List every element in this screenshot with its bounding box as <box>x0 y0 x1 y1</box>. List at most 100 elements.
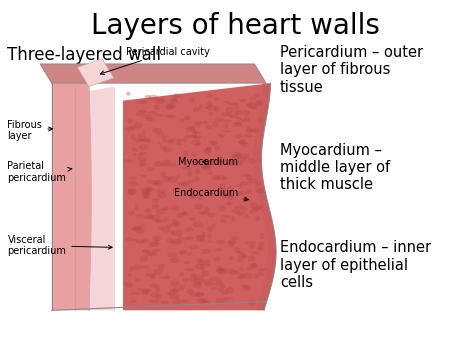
Polygon shape <box>242 198 251 202</box>
Polygon shape <box>222 176 228 180</box>
Polygon shape <box>157 192 167 198</box>
Polygon shape <box>135 204 139 210</box>
Polygon shape <box>235 206 244 208</box>
Polygon shape <box>145 209 151 213</box>
Polygon shape <box>141 266 149 269</box>
Polygon shape <box>149 95 158 100</box>
Polygon shape <box>170 241 177 244</box>
Polygon shape <box>140 160 146 165</box>
Polygon shape <box>191 273 197 276</box>
Polygon shape <box>178 236 182 238</box>
Polygon shape <box>218 269 226 274</box>
Polygon shape <box>134 122 143 128</box>
Polygon shape <box>173 299 181 305</box>
Polygon shape <box>154 239 158 245</box>
Polygon shape <box>242 119 250 122</box>
Polygon shape <box>157 190 164 193</box>
Polygon shape <box>237 185 242 187</box>
Polygon shape <box>167 238 174 243</box>
Polygon shape <box>166 106 175 109</box>
Polygon shape <box>228 241 234 247</box>
Polygon shape <box>153 198 159 202</box>
Polygon shape <box>179 285 184 290</box>
Polygon shape <box>191 161 195 166</box>
Polygon shape <box>256 248 265 250</box>
Polygon shape <box>158 142 162 145</box>
Polygon shape <box>144 192 150 195</box>
Polygon shape <box>128 273 132 277</box>
Polygon shape <box>221 268 227 272</box>
Polygon shape <box>199 211 207 214</box>
Polygon shape <box>130 239 138 241</box>
Polygon shape <box>208 105 216 111</box>
Polygon shape <box>172 219 177 224</box>
Polygon shape <box>246 103 252 106</box>
Polygon shape <box>216 298 225 303</box>
Polygon shape <box>227 161 237 166</box>
Polygon shape <box>132 148 138 152</box>
Polygon shape <box>166 104 174 110</box>
Polygon shape <box>195 293 205 296</box>
Polygon shape <box>234 160 243 166</box>
Polygon shape <box>188 253 191 256</box>
Polygon shape <box>173 189 177 192</box>
Polygon shape <box>196 236 205 240</box>
Polygon shape <box>146 186 152 191</box>
Polygon shape <box>182 211 186 215</box>
Polygon shape <box>135 214 144 218</box>
Polygon shape <box>171 205 180 211</box>
Polygon shape <box>256 189 264 193</box>
Polygon shape <box>253 83 276 310</box>
Polygon shape <box>224 120 232 122</box>
Polygon shape <box>185 261 189 264</box>
Polygon shape <box>235 104 238 109</box>
Polygon shape <box>216 118 224 122</box>
Text: Endocardium: Endocardium <box>174 188 248 201</box>
Polygon shape <box>206 126 212 129</box>
Polygon shape <box>173 240 181 245</box>
Polygon shape <box>256 205 263 209</box>
Polygon shape <box>216 176 225 180</box>
Polygon shape <box>228 202 233 205</box>
Polygon shape <box>255 158 260 162</box>
Polygon shape <box>220 219 226 223</box>
Text: Three-layered wall: Three-layered wall <box>8 47 162 65</box>
Polygon shape <box>201 267 204 271</box>
Polygon shape <box>197 283 201 285</box>
Polygon shape <box>173 98 177 100</box>
Polygon shape <box>136 240 145 244</box>
Polygon shape <box>229 103 239 105</box>
Polygon shape <box>124 282 132 286</box>
Polygon shape <box>153 269 163 275</box>
Polygon shape <box>190 275 197 282</box>
Polygon shape <box>161 227 171 233</box>
Polygon shape <box>258 117 263 122</box>
Polygon shape <box>216 281 223 284</box>
Polygon shape <box>216 160 224 166</box>
Polygon shape <box>186 236 194 240</box>
Polygon shape <box>135 228 145 233</box>
Polygon shape <box>168 292 175 295</box>
Polygon shape <box>168 115 176 119</box>
Polygon shape <box>201 232 206 237</box>
Polygon shape <box>189 194 194 198</box>
Polygon shape <box>222 194 227 199</box>
Polygon shape <box>232 154 240 159</box>
Polygon shape <box>150 284 159 288</box>
Polygon shape <box>194 131 200 134</box>
Polygon shape <box>215 145 219 151</box>
Polygon shape <box>234 152 241 156</box>
Polygon shape <box>153 249 161 252</box>
Polygon shape <box>52 83 91 310</box>
Polygon shape <box>235 122 242 124</box>
Polygon shape <box>207 241 212 243</box>
Polygon shape <box>184 268 194 271</box>
Polygon shape <box>221 291 228 295</box>
Polygon shape <box>193 222 203 228</box>
Polygon shape <box>157 132 164 135</box>
Polygon shape <box>228 193 233 198</box>
Polygon shape <box>161 277 170 279</box>
Polygon shape <box>220 135 226 137</box>
Polygon shape <box>138 164 145 166</box>
Polygon shape <box>146 273 156 277</box>
